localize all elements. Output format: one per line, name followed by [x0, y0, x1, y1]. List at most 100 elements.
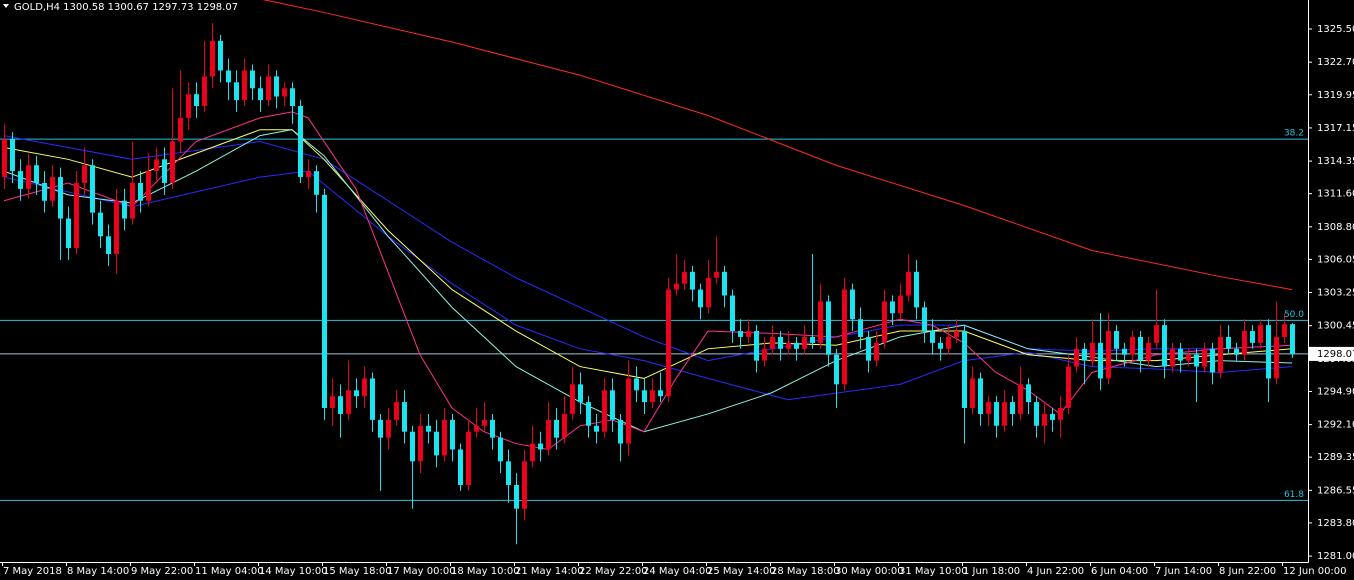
candle-body — [1218, 336, 1223, 373]
candle-body — [58, 177, 63, 219]
candle-body — [738, 331, 743, 337]
x-tick-label: 8 Jun 22:00 — [1219, 566, 1276, 577]
y-tick-label: 1294.90 — [1317, 386, 1354, 397]
y-tick-label: 1317.15 — [1317, 123, 1354, 134]
y-tick-label: 1322.70 — [1317, 57, 1354, 68]
candle-body — [970, 378, 975, 409]
candle-body — [610, 390, 615, 420]
candle-body — [506, 461, 511, 486]
candle-body — [362, 378, 367, 397]
candle-body — [602, 390, 607, 432]
candle-body — [122, 200, 127, 219]
candle-body — [1042, 413, 1047, 426]
candle-body — [426, 425, 431, 432]
candle-body — [394, 402, 399, 420]
candle-body — [2, 139, 7, 178]
candle-body — [1090, 342, 1095, 361]
candle-body — [242, 70, 247, 101]
candle-body — [890, 301, 895, 314]
candle-body — [1266, 325, 1271, 379]
candle-body — [994, 402, 999, 426]
candle-body — [882, 301, 887, 343]
candle-body — [514, 485, 519, 509]
candle-body — [1074, 348, 1079, 367]
candle-body — [418, 425, 423, 462]
candle-body — [618, 419, 623, 444]
y-tick-label: 1289.35 — [1317, 452, 1354, 463]
candle-body — [922, 307, 927, 332]
candle-body — [1234, 348, 1239, 355]
y-tick-label: 1306.05 — [1317, 254, 1354, 265]
candle-body — [450, 419, 455, 450]
level-label: 38.2 — [1284, 129, 1304, 139]
candle-body — [1282, 324, 1287, 337]
moving-average — [3, 129, 1293, 379]
candle-body — [1106, 331, 1111, 379]
candle-body — [1058, 408, 1063, 420]
candle-body — [274, 76, 279, 97]
candle-body — [42, 182, 47, 201]
candle-body — [1122, 348, 1127, 355]
candle-body — [282, 88, 287, 97]
x-tick-label: 1 Jun 18:00 — [963, 566, 1020, 577]
candle-body — [482, 419, 487, 426]
x-tick-label: 31 May 10:00 — [899, 566, 968, 577]
candle-body — [930, 331, 935, 343]
candle-body — [826, 301, 831, 355]
candle-body — [842, 289, 847, 385]
candle-body — [90, 165, 95, 213]
candle-body — [962, 331, 967, 409]
candle-body — [818, 301, 823, 343]
candle-body — [786, 342, 791, 349]
candle-body — [1050, 413, 1055, 420]
candle-body — [434, 431, 439, 456]
candle-body — [658, 390, 663, 397]
candle-body — [1250, 331, 1255, 343]
candle-body — [146, 171, 151, 201]
candle-body — [866, 336, 871, 361]
candle-body — [1082, 348, 1087, 361]
candle-body — [730, 295, 735, 332]
candle-body — [1210, 348, 1215, 373]
y-tick-label: 1319.95 — [1317, 90, 1354, 101]
candle-body — [322, 194, 327, 409]
candle-body — [74, 182, 79, 249]
candle-body — [1138, 336, 1143, 361]
x-tick-label: 22 May 22:00 — [579, 566, 648, 577]
candle-body — [634, 378, 639, 391]
candle-body — [770, 336, 775, 349]
x-tick-label: 7 Jun 14:00 — [1155, 566, 1212, 577]
candle-body — [938, 342, 943, 349]
menu-arrow[interactable] — [3, 4, 9, 8]
candle-body — [114, 200, 119, 255]
candle-body — [130, 182, 135, 219]
candle-body — [258, 88, 263, 101]
candle-body — [682, 271, 687, 284]
candle-body — [986, 402, 991, 414]
candle-body — [474, 425, 479, 432]
candle-body — [946, 336, 951, 349]
x-tick-label: 8 May 14:00 — [67, 566, 129, 577]
candle-body — [898, 295, 903, 314]
candle-body — [490, 419, 495, 438]
candle-body — [50, 177, 55, 201]
y-tick-label: 1281.00 — [1317, 551, 1354, 562]
candle-body — [1002, 402, 1007, 426]
x-tick-label: 28 May 18:00 — [771, 566, 840, 577]
x-tick-label: 18 May 10:00 — [451, 566, 520, 577]
candle-body — [162, 159, 167, 183]
candle-body — [298, 106, 303, 178]
candle-body — [170, 141, 175, 183]
candle-body — [530, 443, 535, 462]
candle-body — [626, 378, 631, 444]
candle-body — [1018, 384, 1023, 414]
candle-body — [978, 378, 983, 414]
candle-body — [1154, 325, 1159, 343]
candle-body — [858, 319, 863, 337]
x-tick-label: 4 Jun 22:00 — [1027, 566, 1084, 577]
candle-body — [370, 378, 375, 420]
candle-body — [226, 70, 231, 83]
candle-body — [1202, 348, 1207, 367]
x-tick-label: 15 May 18:00 — [323, 566, 392, 577]
candle-body — [1186, 354, 1191, 361]
